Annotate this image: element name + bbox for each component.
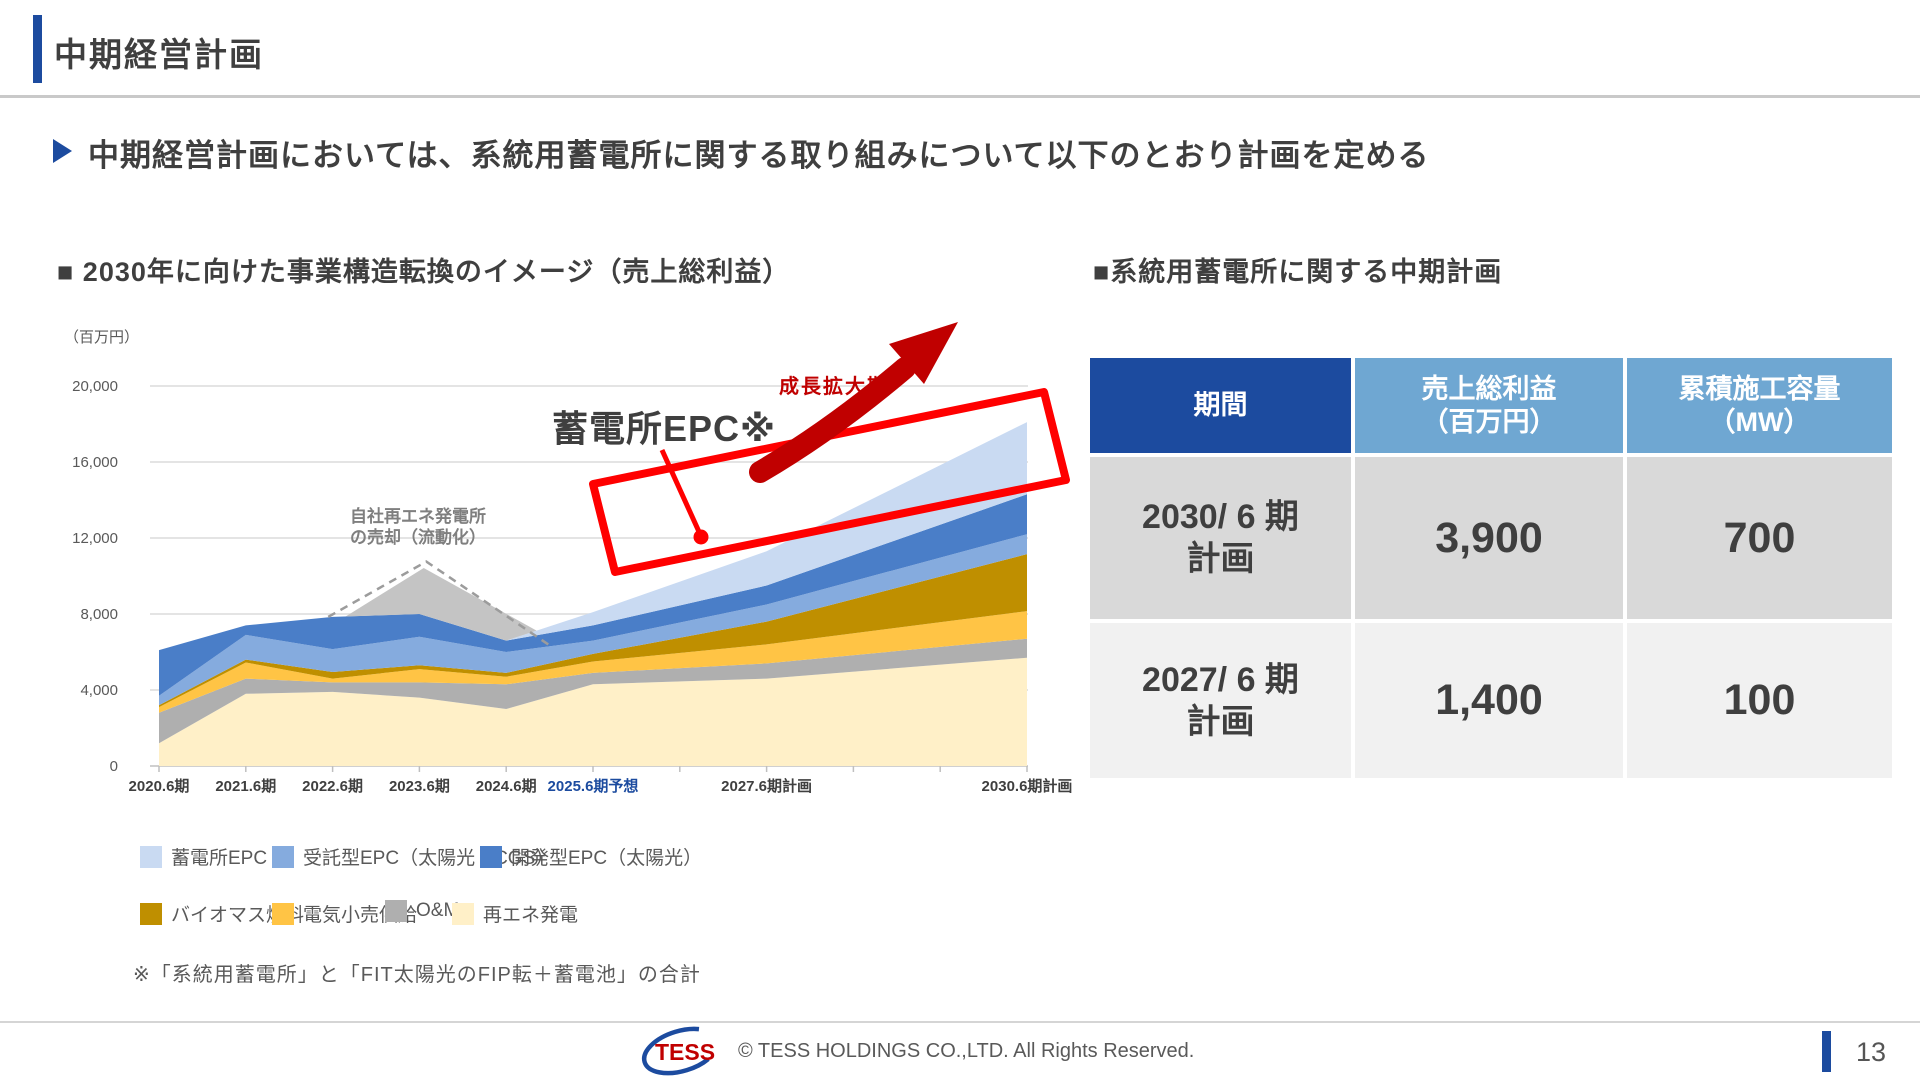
x-axis-label: 2024.6期 (475, 778, 537, 795)
area-再エネ発電 (159, 657, 1027, 766)
overlay-asset-sale-area (345, 568, 537, 641)
chart-section-title: ■ 2030年に向けた事業構造転換のイメージ（売上総利益） (57, 257, 791, 287)
legend-label: 蓄電所EPC (171, 848, 268, 869)
x-axis-label: 2021.6期 (215, 778, 277, 795)
table-row-2030-capacity: 700 (1627, 457, 1892, 619)
legend-label: O&M (416, 900, 460, 921)
x-axis-label: 2020.6期 (128, 778, 190, 795)
header-line: （百万円） (1421, 406, 1557, 437)
legend-item-om: O&M (385, 900, 459, 922)
y-tick-label: 12,000 (72, 530, 118, 547)
x-axis-label: 2022.6期 (302, 778, 364, 795)
y-tick-label: 16,000 (72, 454, 118, 471)
legend-label: 開発型EPC（太陽光） (511, 848, 703, 869)
battery-epc-annotation: 蓄電所EPC※ (552, 408, 777, 449)
y-tick-label: 20,000 (72, 378, 118, 395)
y-tick-label: 0 (110, 758, 118, 775)
area-開発型EPC（太陽光） (159, 494, 1027, 696)
lead-bullet-row: 中期経営計画においては、系統用蓄電所に関する取り組みについて以下のとおり計画を定… (53, 130, 1430, 175)
footnote: ※「系統用蓄電所」と「FIT太陽光のFIP転＋蓄電池」の合計 (133, 964, 701, 986)
logo-swoosh (641, 1026, 721, 1076)
copyright-text: © TESS HOLDINGS CO.,LTD. All Rights Rese… (738, 1040, 1195, 1062)
period-line: 計画 (1186, 540, 1255, 578)
y-tick-label: 4,000 (80, 682, 118, 699)
legend-label: 再エネ発電 (483, 905, 579, 926)
table-row-2027-profit: 1,400 (1355, 623, 1623, 778)
legend-item-biomass: バイオマス燃料 (140, 900, 304, 927)
header-line: 期間 (1193, 390, 1248, 420)
asset-sale-line2: の売却（流動化） (350, 528, 486, 547)
footer-divider (0, 1021, 1920, 1023)
area-O&M (159, 638, 1027, 744)
table-header-capacity: 累積施工容量 （MW） (1627, 358, 1892, 453)
legend-item-development-epc: 開発型EPC（太陽光） (480, 843, 702, 870)
title-accent-bar (33, 15, 42, 83)
battery-epc-leader-line (659, 448, 703, 536)
period-line: 2027/ 6 期 (1142, 660, 1299, 699)
period-line: 計画 (1186, 702, 1255, 741)
x-axis-label: 2030.6期計画 (981, 778, 1073, 795)
table-row-2027-capacity: 100 (1627, 623, 1892, 778)
area-電気小売供給 (159, 611, 1027, 713)
header-line: （MW） (1708, 406, 1811, 437)
midterm-plan-table: 期間 売上総利益 （百万円） 累積施工容量 （MW） 2030/ 6 期 計画 … (1090, 358, 1892, 778)
page-number-accent-bar (1822, 1031, 1831, 1072)
period-line: 2030/ 6 期 (1142, 498, 1299, 536)
x-axis-label: 2025.6期予想 (547, 778, 639, 795)
table-header-profit: 売上総利益 （百万円） (1355, 358, 1623, 453)
table-section-title: ■系統用蓄電所に関する中期計画 (1093, 257, 1503, 287)
battery-epc-leader-dot (693, 529, 709, 545)
lead-text: 中期経営計画においては、系統用蓄電所に関する取り組みについて以下のとおり計画を定… (88, 138, 1430, 173)
growth-arrow-head (889, 322, 958, 384)
header-divider (0, 95, 1920, 98)
table-row-2030-period: 2030/ 6 期 計画 (1090, 457, 1351, 619)
asset-sale-line1: 自社再エネ発電所 (350, 507, 486, 526)
area-蓄電所EPC (159, 422, 1027, 651)
header-line: 売上総利益 (1421, 373, 1557, 404)
page-title: 中期経営計画 (54, 36, 264, 73)
asset-sale-annotation: 自社再エネ発電所 の売却（流動化） (338, 506, 498, 548)
table-header-period: 期間 (1090, 358, 1351, 453)
legend-swatch (480, 845, 502, 868)
header-line: 累積施工容量 (1678, 373, 1841, 404)
y-axis-unit-label: （百万円） (64, 329, 140, 346)
area-バイオマス燃料 (159, 554, 1027, 708)
tess-logo: TESS (641, 1026, 721, 1076)
growth-phase-annotation: 成長拡大期 (779, 376, 889, 398)
legend-swatch (272, 845, 294, 868)
x-axis-labels: 2020.6期 2021.6期 2022.6期 2023.6期 2024.6期 2025.… (0, 775, 1086, 801)
table-row-2027-period: 2027/ 6 期 計画 (1090, 623, 1351, 778)
legend-label: バイオマス燃料 (171, 905, 305, 926)
logo-text: TESS (655, 1039, 715, 1065)
bullet-triangle-icon (53, 139, 72, 163)
x-axis-label: 2027.6期計画 (721, 778, 813, 795)
legend-swatch (140, 845, 162, 868)
page-number: 13 (1856, 1037, 1887, 1067)
x-axis-label: 2023.6期 (388, 778, 450, 795)
legend-swatch (272, 902, 294, 925)
legend-item-renewable: 再エネ発電 (452, 900, 578, 927)
legend-swatch (385, 900, 407, 922)
y-tick-label: 8,000 (80, 606, 118, 623)
overlay-dashed-outline (327, 560, 551, 647)
legend-item-battery-epc: 蓄電所EPC (140, 843, 267, 870)
legend-swatch (140, 902, 162, 925)
legend-swatch (452, 902, 474, 925)
area-受託型EPC（太陽光・CGS） (159, 534, 1027, 706)
table-row-2030-profit: 3,900 (1355, 457, 1623, 619)
